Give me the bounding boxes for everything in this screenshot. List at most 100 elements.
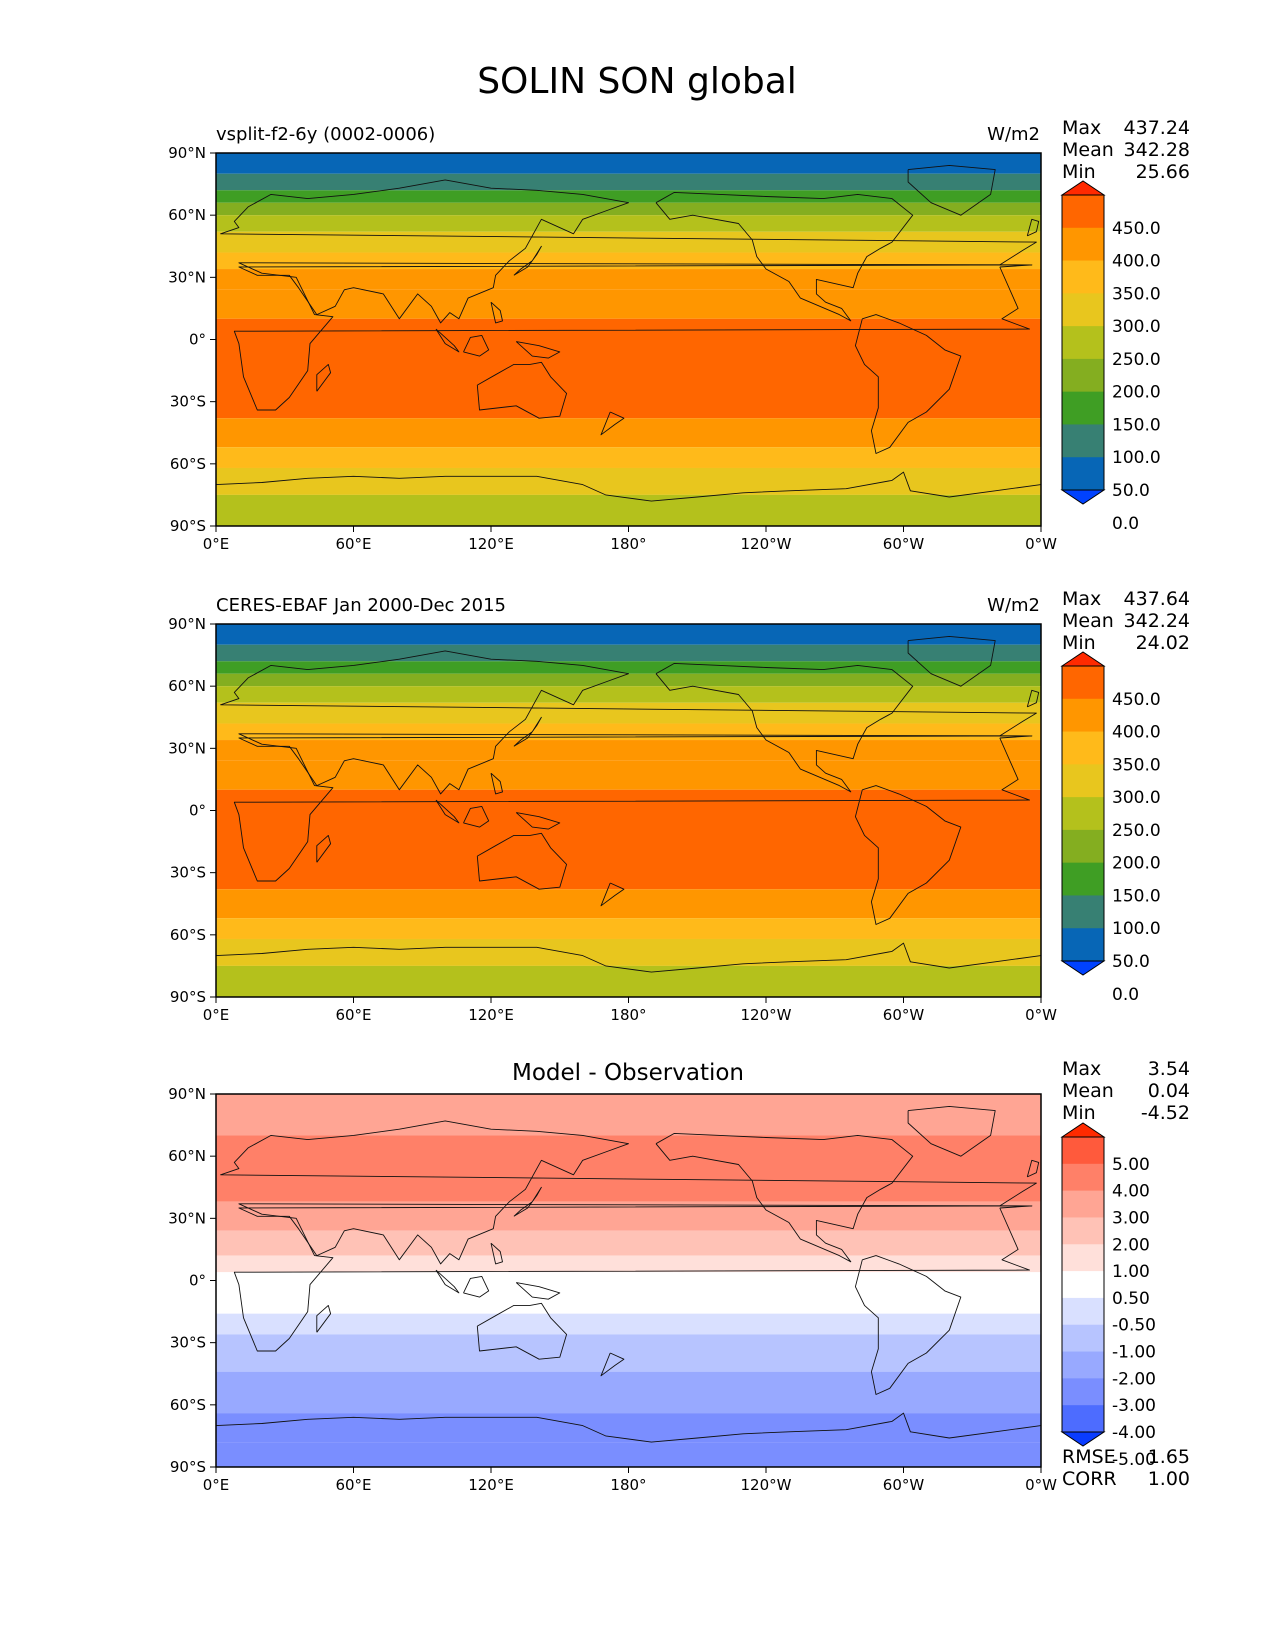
- lat-band: [216, 1230, 1041, 1256]
- lat-band: [216, 789, 1041, 890]
- coastline: [1026, 689, 1040, 708]
- coastline: [854, 314, 962, 454]
- stat-min-value: 24.02: [1136, 632, 1190, 654]
- stat-max-label: Max: [1062, 1058, 1101, 1080]
- lat-band: [216, 252, 1041, 270]
- stats-block: Max 3.54 Mean 0.04 Min -4.52: [1062, 1058, 1190, 1124]
- colorbar-tick-label: 350.0: [1112, 284, 1161, 304]
- colorbar-segment: [1062, 698, 1104, 733]
- stat-max-value: 3.54: [1148, 1058, 1190, 1080]
- coastline: [854, 785, 962, 925]
- lat-band: [216, 889, 1041, 919]
- panel-units: W/m2: [987, 595, 1040, 616]
- x-tick-label: 60°W: [883, 1476, 925, 1494]
- y-tick-label: 30°N: [168, 739, 206, 757]
- y-tick-label: 30°S: [170, 864, 206, 882]
- lat-band: [216, 153, 1041, 174]
- coastlines: [215, 164, 1042, 502]
- coastline: [463, 1275, 490, 1298]
- colorbar-tick-label: 0.50: [1112, 1289, 1150, 1309]
- colorbar-tick-label: 100.0: [1112, 448, 1161, 468]
- colorbar-tick-label: -0.50: [1112, 1316, 1156, 1336]
- y-tick-label: 90°S: [170, 988, 206, 1006]
- panel-difference: 0°E 60°E 120°E 180° 120°W 60°W 0°W 90°N 60°N 30°…: [168, 1058, 1190, 1494]
- stat-min-label: Min: [1062, 632, 1096, 654]
- colorbar-segment: [1062, 1351, 1104, 1379]
- panel-model: 0°E 60°E 120°E 180° 120°W 60°W 0°W 90°N 60°N 30°…: [168, 117, 1190, 553]
- stat-max-label: Max: [1062, 588, 1101, 610]
- x-tick-label: 120°W: [741, 535, 792, 553]
- colorbar-outline: [1061, 194, 1105, 491]
- coastline: [316, 834, 332, 863]
- stat-rmse-label: RMSE: [1062, 1446, 1116, 1468]
- x-ticks: 0°E 60°E 120°E 180° 120°W 60°W 0°W: [203, 1467, 1057, 1494]
- colorbar-tick-label: 400.0: [1112, 252, 1161, 272]
- colorbar-segment: [1062, 260, 1104, 294]
- x-tick-label: 60°W: [883, 535, 925, 553]
- colorbar-tick-label: 150.0: [1112, 886, 1161, 906]
- stat-mean-value: 342.24: [1124, 610, 1190, 632]
- lat-band: [216, 918, 1041, 939]
- colorbar-tick-label: 250.0: [1112, 350, 1161, 370]
- colorbar-segment: [1062, 424, 1104, 458]
- lat-band: [216, 1272, 1041, 1314]
- x-tick-label: 180°: [610, 1006, 646, 1024]
- coastline: [435, 328, 460, 353]
- colorbar-outline: [1061, 1136, 1105, 1433]
- lat-band: [216, 231, 1041, 253]
- x-tick-label: 60°E: [335, 1476, 371, 1494]
- coastline: [854, 1255, 962, 1395]
- coastline: [600, 1352, 625, 1377]
- colorbar-tick-label: 250.0: [1112, 821, 1161, 841]
- figure-title: SOLIN SON global: [477, 61, 797, 102]
- coastline: [490, 1242, 503, 1265]
- colorbar-tick-label: 350.0: [1112, 755, 1161, 775]
- colorbar-tick-label: 200.0: [1112, 854, 1161, 874]
- lat-band: [216, 686, 1041, 703]
- colorbar-segment: [1062, 797, 1104, 831]
- colorbar-outline: [1061, 665, 1105, 962]
- coastline: [907, 164, 996, 216]
- colorbar-tick-label: 100.0: [1112, 919, 1161, 939]
- colorbar-tick-label: 1.00: [1112, 1262, 1150, 1282]
- stat-mean-label: Mean: [1062, 1080, 1114, 1102]
- lat-band: [216, 1442, 1041, 1467]
- colorbar-tick-label: -4.00: [1112, 1423, 1156, 1443]
- colorbar-segment: [1062, 1137, 1104, 1165]
- stat-min-value: 25.66: [1136, 161, 1190, 183]
- colorbar-segment: [1062, 227, 1104, 262]
- coastline: [476, 361, 568, 419]
- map-bands: [216, 624, 1041, 997]
- x-tick-label: 0°W: [1025, 535, 1057, 553]
- x-tick-label: 120°E: [468, 535, 514, 553]
- stat-min-value: -4.52: [1141, 1102, 1190, 1124]
- colorbar-segment: [1062, 731, 1104, 765]
- coastline: [215, 1412, 1042, 1443]
- lat-band: [216, 740, 1041, 761]
- colorbar-segment: [1062, 326, 1104, 360]
- colorbar-tick-label: 150.0: [1112, 415, 1161, 435]
- lat-band: [216, 1135, 1041, 1202]
- lat-band: [216, 289, 1041, 319]
- colorbar-bottom-extend: [1060, 960, 1106, 976]
- x-tick-label: 180°: [610, 1476, 646, 1494]
- colorbar-tick-label: -1.00: [1112, 1343, 1156, 1363]
- colorbar-segment: [1062, 391, 1104, 425]
- coastline: [600, 882, 625, 907]
- coastline: [655, 1132, 914, 1263]
- colorbar-segment: [1062, 358, 1104, 393]
- lat-band: [216, 644, 1041, 662]
- lat-band: [216, 447, 1041, 468]
- lat-band: [216, 673, 1041, 687]
- coastline: [907, 635, 996, 687]
- coastline: [215, 942, 1042, 973]
- coastline: [435, 799, 460, 824]
- lat-band: [216, 965, 1041, 997]
- colorbar-tick-label: 0.0: [1112, 514, 1139, 534]
- colorbar-bottom-extend: [1060, 1431, 1106, 1447]
- colorbar-tick-label: -2.00: [1112, 1369, 1156, 1389]
- colorbar-tick-label: 0.0: [1112, 985, 1139, 1005]
- stat-mean-value: 0.04: [1148, 1080, 1190, 1102]
- colorbar-segment: [1062, 1378, 1104, 1406]
- y-tick-label: 30°N: [168, 1209, 206, 1227]
